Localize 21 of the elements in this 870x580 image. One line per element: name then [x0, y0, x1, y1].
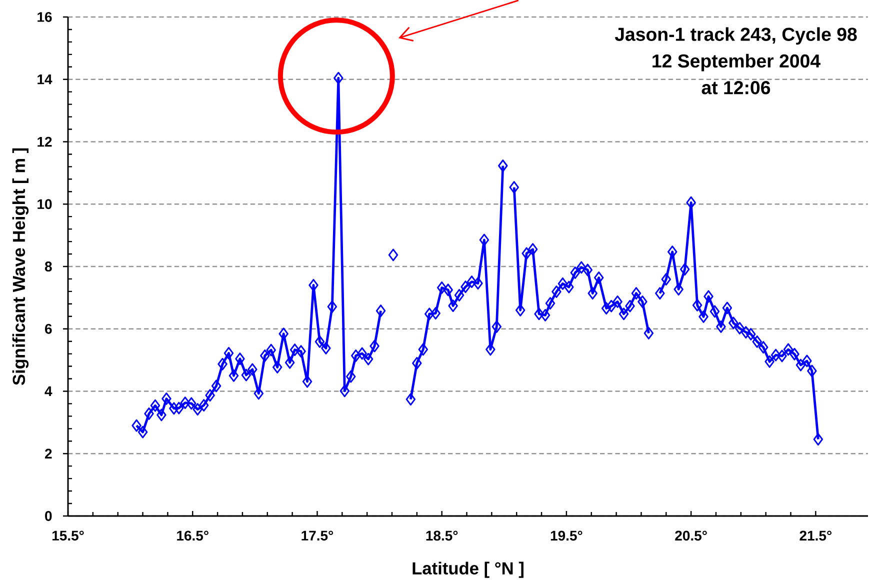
- x-tick-label: 17.5°: [302, 530, 334, 541]
- x-axis-title: Latitude [ °N ]: [412, 562, 524, 578]
- x-tick-label: 20.5°: [675, 530, 707, 541]
- y-tick-label: 6: [45, 324, 52, 334]
- x-tick-label: 16.5°: [177, 530, 208, 541]
- y-tick-label: 16: [38, 12, 52, 22]
- y-tick-label: 2: [44, 448, 52, 458]
- x-tick-label: 15.5°: [52, 530, 84, 541]
- x-tick-label: 19.5°: [550, 530, 582, 541]
- y-tick-label: 12: [38, 136, 52, 147]
- y-tick-label: 14: [38, 74, 52, 84]
- x-tick-label: 21.5°: [800, 530, 832, 541]
- annotation: 12 September 2004: [652, 54, 820, 72]
- y-tick-label: 0: [45, 511, 52, 521]
- x-tick-label: 18.5°: [426, 530, 458, 541]
- annotation: Jason-1 track 243, Cycle 98: [614, 27, 857, 45]
- y-tick-label: 4: [44, 386, 52, 396]
- y-axis-title: Significant Wave Height [ m ]: [12, 148, 29, 386]
- annotation: at 12:06: [702, 81, 770, 94]
- y-tick-label: 10: [38, 199, 52, 210]
- y-tick-label: 8: [44, 262, 52, 272]
